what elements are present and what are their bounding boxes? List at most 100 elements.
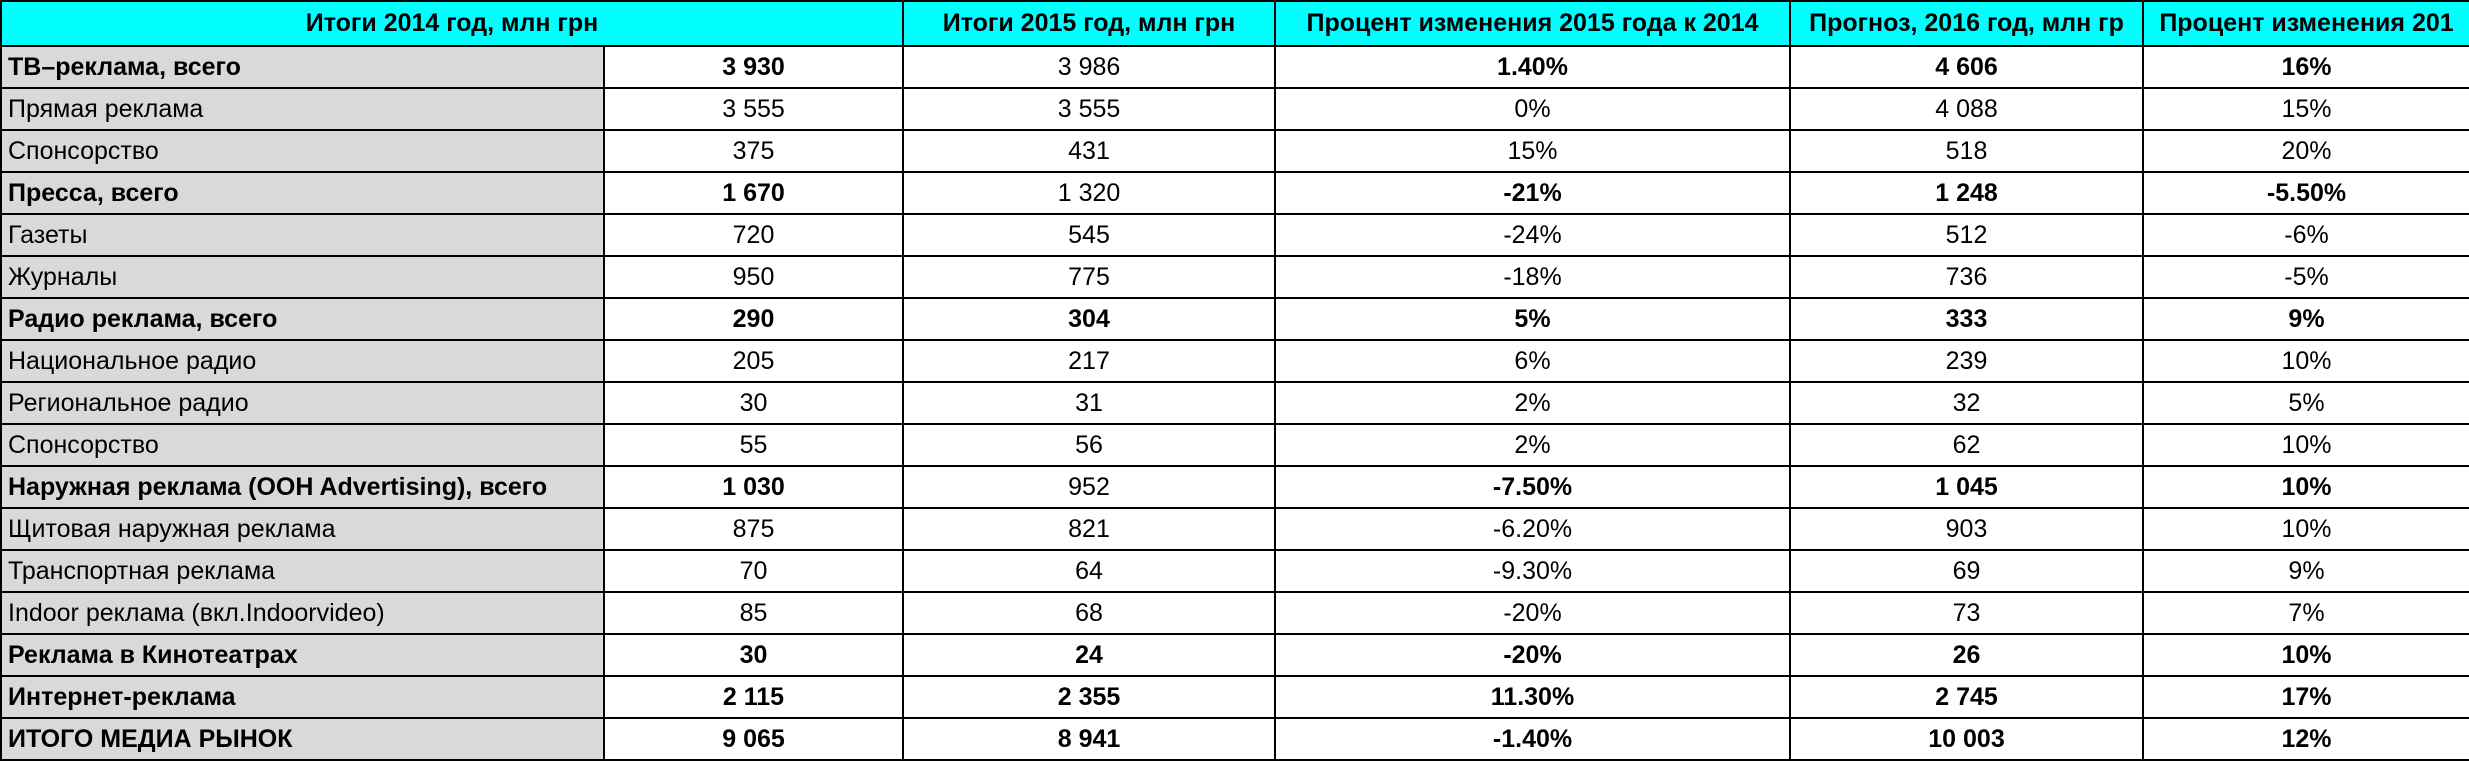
table-row: ТВ–реклама, всего 3 930 3 986 1.40% 4 606 16% — [0, 45, 2469, 89]
cell: 1.40% — [1274, 45, 1791, 89]
table-row: Спонсорство 375 431 15% 518 20% — [0, 129, 2469, 173]
cell: 62 — [1789, 423, 2144, 467]
row-label: Щитовая наружная реклама — [0, 507, 605, 551]
cell: 2 745 — [1789, 675, 2144, 719]
cell: 2% — [1274, 381, 1791, 425]
table-row: Радио реклама, всего 290 304 5% 333 9% — [0, 297, 2469, 341]
table-row: Национальное радио 205 217 6% 239 10% — [0, 339, 2469, 383]
table-row: Наружная реклама (OOH Advertising), всег… — [0, 465, 2469, 509]
cell: 217 — [902, 339, 1276, 383]
row-label: Региональное радио — [0, 381, 605, 425]
cell: -9.30% — [1274, 549, 1791, 593]
header-cell: Процент изменения 2015 года к 2014 — [1274, 0, 1791, 47]
cell: 1 045 — [1789, 465, 2144, 509]
cell: 375 — [603, 129, 904, 173]
cell: 3 555 — [902, 87, 1276, 131]
cell: 2 115 — [603, 675, 904, 719]
cell: 5% — [1274, 297, 1791, 341]
cell: 290 — [603, 297, 904, 341]
row-label: ИТОГО МЕДИА РЫНОК — [0, 717, 605, 761]
row-label: Интернет-реклама — [0, 675, 605, 719]
cell: 0% — [1274, 87, 1791, 131]
cell: 26 — [1789, 633, 2144, 677]
cell: 205 — [603, 339, 904, 383]
table-row: Щитовая наружная реклама 875 821 -6.20% 903 1… — [0, 507, 2469, 551]
cell: -24% — [1274, 213, 1791, 257]
cell: -5.50% — [2142, 171, 2469, 215]
table-row: Пресса, всего 1 670 1 320 -21% 1 248 -5.50% — [0, 171, 2469, 215]
cell: 9% — [2142, 549, 2469, 593]
cell: 875 — [603, 507, 904, 551]
header-cell: Итоги 2015 год, млн грн — [902, 0, 1276, 47]
row-label: Наружная реклама (OOH Advertising), всег… — [0, 465, 605, 509]
cell: 3 555 — [603, 87, 904, 131]
table-row: ИТОГО МЕДИА РЫНОК 9 065 8 941 -1.40% 10 003 1… — [0, 717, 2469, 761]
cell: -1.40% — [1274, 717, 1791, 761]
cell: 821 — [902, 507, 1276, 551]
cell: 69 — [1789, 549, 2144, 593]
cell: 952 — [902, 465, 1276, 509]
cell: 431 — [902, 129, 1276, 173]
header-row: Итоги 2014 год, млн грн Итоги 2015 год, м… — [0, 0, 2469, 47]
cell: 1 670 — [603, 171, 904, 215]
cell: 3 986 — [902, 45, 1276, 89]
table-row: Газеты 720 545 -24% 512 -6% — [0, 213, 2469, 257]
cell: 56 — [902, 423, 1276, 467]
cell: -5% — [2142, 255, 2469, 299]
cell: 10% — [2142, 465, 2469, 509]
cell: 239 — [1789, 339, 2144, 383]
cell: 64 — [902, 549, 1276, 593]
cell: 736 — [1789, 255, 2144, 299]
row-label: Реклама в Кинотеатрах — [0, 633, 605, 677]
cell: 17% — [2142, 675, 2469, 719]
cell: 1 248 — [1789, 171, 2144, 215]
cell: 2 355 — [902, 675, 1276, 719]
cell: 1 320 — [902, 171, 1276, 215]
cell: 2% — [1274, 423, 1791, 467]
cell: 68 — [902, 591, 1276, 635]
cell: 12% — [2142, 717, 2469, 761]
cell: 4 088 — [1789, 87, 2144, 131]
cell: 720 — [603, 213, 904, 257]
cell: 55 — [603, 423, 904, 467]
row-label: Прямая реклама — [0, 87, 605, 131]
cell: 4 606 — [1789, 45, 2144, 89]
row-label: Журналы — [0, 255, 605, 299]
row-label: Indoor реклама (вкл.Indoorvideo) — [0, 591, 605, 635]
cell: 20% — [2142, 129, 2469, 173]
table-row: Прямая реклама 3 555 3 555 0% 4 088 15% — [0, 87, 2469, 131]
cell: 85 — [603, 591, 904, 635]
row-label: Радио реклама, всего — [0, 297, 605, 341]
row-label: Спонсорство — [0, 423, 605, 467]
table-body: ТВ–реклама, всего 3 930 3 986 1.40% 4 606 16%… — [0, 45, 2469, 761]
cell: -20% — [1274, 633, 1791, 677]
cell: 10% — [2142, 507, 2469, 551]
cell: 9 065 — [603, 717, 904, 761]
cell: -21% — [1274, 171, 1791, 215]
table-row: Транспортная реклама 70 64 -9.30% 69 9% — [0, 549, 2469, 593]
cell: 8 941 — [902, 717, 1276, 761]
cell: -18% — [1274, 255, 1791, 299]
cell: 545 — [902, 213, 1276, 257]
cell: 31 — [902, 381, 1276, 425]
cell: -6.20% — [1274, 507, 1791, 551]
cell: 10 003 — [1789, 717, 2144, 761]
cell: 15% — [1274, 129, 1791, 173]
table-row: Интернет-реклама 2 115 2 355 11.30% 2 745 17% — [0, 675, 2469, 719]
cell: 70 — [603, 549, 904, 593]
cell: 11.30% — [1274, 675, 1791, 719]
cell: 10% — [2142, 633, 2469, 677]
row-label: Пресса, всего — [0, 171, 605, 215]
cell: 950 — [603, 255, 904, 299]
row-label: Транспортная реклама — [0, 549, 605, 593]
cell: 7% — [2142, 591, 2469, 635]
table-row: Спонсорство 55 56 2% 62 10% — [0, 423, 2469, 467]
cell: 1 030 — [603, 465, 904, 509]
cell: 304 — [902, 297, 1276, 341]
header-cell: Процент изменения 201 — [2142, 0, 2469, 47]
table-row: Региональное радио 30 31 2% 32 5% — [0, 381, 2469, 425]
table-row: Реклама в Кинотеатрах 30 24 -20% 26 10% — [0, 633, 2469, 677]
cell: 73 — [1789, 591, 2144, 635]
